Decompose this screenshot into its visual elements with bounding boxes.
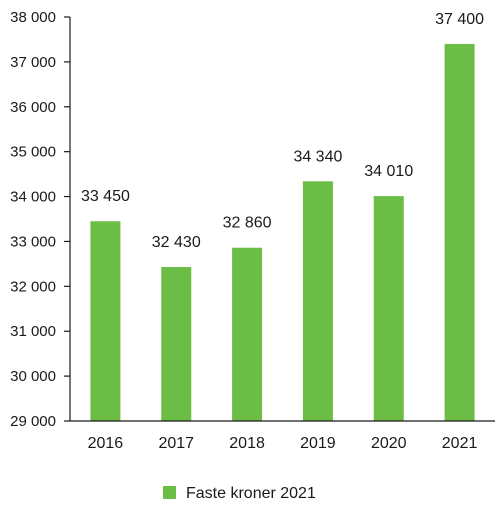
legend: Faste kroner 2021 [163, 485, 316, 502]
bar-value-label: 34 010 [364, 163, 413, 180]
legend-swatch [163, 486, 176, 499]
x-tick-label: 2016 [88, 435, 124, 452]
bar-2020 [373, 196, 404, 421]
bar-2019 [302, 181, 333, 421]
bar-value-label: 32 430 [152, 234, 201, 251]
bar-2018 [232, 247, 263, 421]
y-tick-label: 35 000 [10, 144, 56, 161]
y-axis: 29 000 30 000 31 000 32 000 33 000 34 000 35 0… [10, 9, 71, 430]
x-tick-label: 2018 [229, 435, 265, 452]
y-tick-label: 38 000 [10, 9, 56, 26]
y-tick-label: 32 000 [10, 278, 56, 295]
bar-value-label: 37 400 [435, 11, 484, 28]
y-tick-label: 31 000 [10, 323, 56, 340]
y-tick-label: 36 000 [10, 99, 56, 116]
bar-2017 [161, 267, 192, 421]
bars-group: 33 450 32 430 32 860 34 340 34 010 37 400 [81, 11, 484, 421]
bar-2016 [90, 221, 121, 421]
y-tick-label: 34 000 [10, 189, 56, 206]
x-tick-label: 2017 [158, 435, 194, 452]
y-tick-label: 30 000 [10, 368, 56, 385]
x-tick-label: 2019 [300, 435, 336, 452]
y-tick-label: 29 000 [10, 413, 56, 430]
bar-value-label: 34 340 [293, 148, 342, 165]
legend-label: Faste kroner 2021 [186, 485, 316, 502]
x-tick-label: 2021 [442, 435, 478, 452]
bar-value-label: 33 450 [81, 188, 130, 205]
bar-value-label: 32 860 [223, 215, 272, 232]
y-tick-label: 33 000 [10, 233, 56, 250]
x-tick-label: 2020 [371, 435, 407, 452]
y-tick-label: 37 000 [10, 54, 56, 71]
x-axis: 2016 2017 2018 2019 2020 2021 [70, 420, 495, 452]
bar-2021 [444, 43, 475, 421]
